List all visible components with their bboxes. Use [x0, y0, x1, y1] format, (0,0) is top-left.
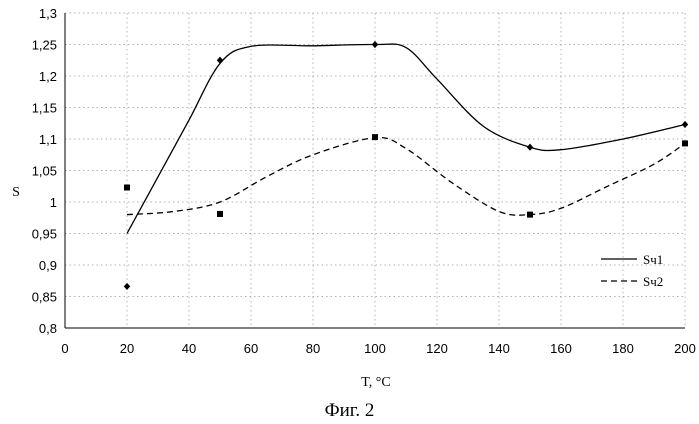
- x-tick-label: 60: [244, 341, 258, 356]
- y-tick-label: 1,25: [32, 38, 57, 53]
- y-axis-label: S: [12, 185, 20, 200]
- legend: Sч1Sч2: [601, 252, 663, 289]
- y-tick-label: 0,95: [32, 227, 57, 242]
- figure-caption: Фиг. 2: [0, 400, 699, 422]
- y-tick-label: 0,9: [39, 258, 57, 273]
- x-tick-label: 40: [182, 341, 196, 356]
- y-tick-label: 0,8: [39, 321, 57, 336]
- series-line-2: [127, 138, 685, 216]
- legend-label-1: Sч1: [643, 252, 663, 267]
- x-tick-label: 120: [426, 341, 448, 356]
- data-point-series-1: [682, 121, 688, 128]
- y-tick-label: 1,3: [39, 6, 57, 21]
- y-tick-label: 1,2: [39, 69, 57, 84]
- y-tick-label: 1: [50, 195, 57, 210]
- data-point-series-1: [124, 283, 130, 290]
- grid: [65, 13, 685, 328]
- x-tick-labels: 0 20 40 60 80 100 120 140 160 180 200: [61, 341, 695, 356]
- data-point-series-1: [372, 41, 378, 48]
- x-tick-label: 200: [674, 341, 696, 356]
- x-tick-label: 100: [364, 341, 386, 356]
- data-point-series-2: [682, 140, 688, 146]
- series-layer: [124, 41, 688, 290]
- data-point-series-2: [217, 211, 223, 217]
- data-point-series-2: [372, 134, 378, 140]
- data-point-series-1: [527, 144, 533, 151]
- y-tick-label: 1,15: [32, 101, 57, 116]
- y-tick-label: 1,1: [39, 132, 57, 147]
- data-point-series-2: [124, 185, 130, 191]
- x-tick-label: 20: [120, 341, 134, 356]
- y-tick-label: 0,85: [32, 290, 57, 305]
- x-tick-label: 180: [612, 341, 634, 356]
- x-tick-label: 160: [550, 341, 572, 356]
- x-axis-label: T, °C: [361, 375, 390, 390]
- y-tick-labels: 0,8 0,85 0,9 0,95 1 1,05 1,1 1,15 1,2 1,25 1,3: [32, 6, 57, 336]
- y-tick-label: 1,05: [32, 164, 57, 179]
- data-point-series-2: [527, 212, 533, 218]
- legend-label-2: Sч2: [643, 274, 663, 289]
- data-point-series-1: [217, 57, 223, 64]
- x-tick-label: 80: [306, 341, 320, 356]
- x-tick-label: 0: [61, 341, 68, 356]
- x-tick-label: 140: [488, 341, 510, 356]
